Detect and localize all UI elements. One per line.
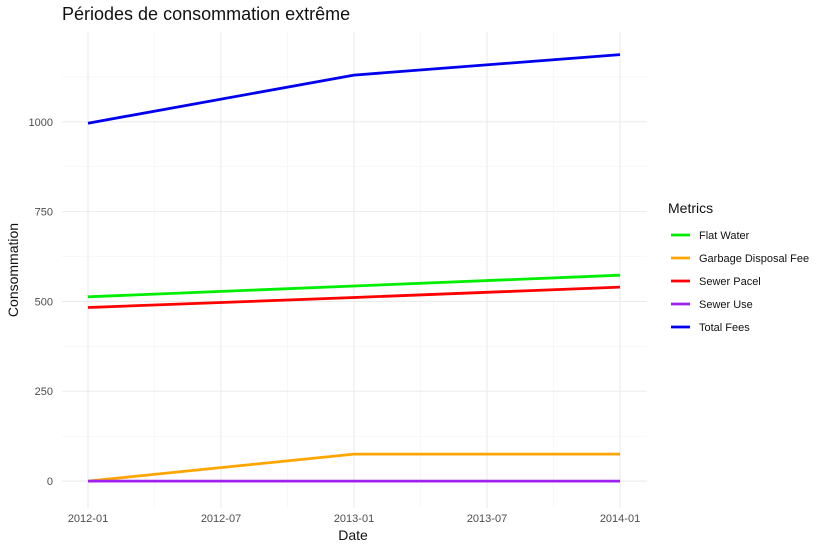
y-tick-label: 250 bbox=[35, 386, 53, 398]
x-tick-label: 2013-01 bbox=[334, 513, 374, 525]
plot-area: 0 250 500 750 1000 2012-01 2012-07 2013-01 2013-… bbox=[29, 32, 647, 525]
x-tick-label: 2013-07 bbox=[467, 513, 507, 525]
x-axis-label: Date bbox=[338, 527, 368, 543]
legend-label: Total Fees bbox=[699, 322, 750, 334]
y-tick-label: 750 bbox=[35, 207, 53, 219]
x-tick-label: 2014-01 bbox=[600, 513, 640, 525]
series-line-sewer-pacel bbox=[87, 285, 621, 309]
chart-title: Périodes de consommation extrême bbox=[62, 4, 350, 24]
x-tick-label: 2012-07 bbox=[201, 513, 241, 525]
y-axis-label: Consommation bbox=[5, 223, 21, 317]
legend: Flat Water Garbage Disposal Fee Sewer Pace… bbox=[671, 230, 809, 334]
y-tick-label: 0 bbox=[47, 476, 53, 488]
legend-label: Garbage Disposal Fee bbox=[699, 253, 809, 265]
legend-title: Metrics bbox=[668, 200, 713, 216]
series-line-garbage-disposal-fee bbox=[87, 452, 620, 483]
series-line-total-fees bbox=[87, 53, 621, 125]
legend-label: Flat Water bbox=[699, 230, 750, 242]
series-line-flat-water bbox=[87, 273, 621, 299]
x-tick-label: 2012-01 bbox=[68, 513, 108, 525]
legend-label: Sewer Pacel bbox=[699, 276, 761, 288]
y-tick-label: 500 bbox=[35, 296, 53, 308]
y-tick-label: 1000 bbox=[29, 117, 53, 129]
legend-label: Sewer Use bbox=[699, 299, 753, 311]
